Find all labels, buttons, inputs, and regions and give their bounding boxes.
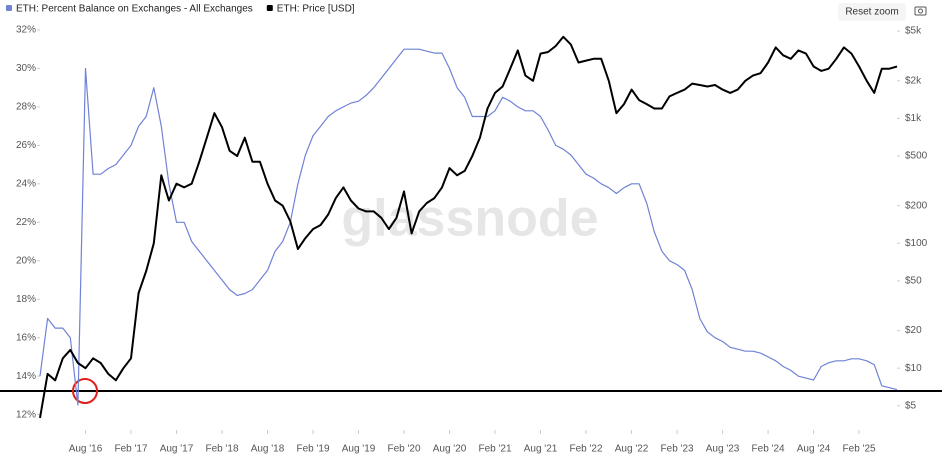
y-tick-label: 26%	[16, 140, 36, 151]
series-line	[39, 48, 898, 406]
y-tick-label: 16%	[16, 332, 36, 343]
y-tick-label: 24%	[16, 178, 36, 189]
y-tick-label: 22%	[16, 217, 36, 228]
y-tick-label: 12%	[16, 409, 36, 420]
x-tick-label: Aug '20	[433, 444, 467, 455]
y2-tick-label: $2k	[905, 75, 922, 86]
y-tick-label: 30%	[16, 63, 36, 74]
watermark: glassnode	[341, 190, 598, 248]
x-tick-label: Aug '16	[69, 444, 103, 455]
y-tick-label: 18%	[16, 294, 36, 305]
y2-tick-label: $1k	[905, 113, 922, 124]
y2-tick-label: $200	[905, 200, 928, 211]
x-tick-label: Feb '24	[752, 444, 785, 455]
x-tick-label: Feb '23	[661, 444, 694, 455]
y2-tick-label: $500	[905, 151, 928, 162]
reset-zoom[interactable]: Reset zoom	[838, 3, 906, 21]
x-tick-label: Aug '18	[251, 444, 285, 455]
legend-swatch	[6, 5, 12, 11]
y2-tick-label: $10	[905, 363, 922, 374]
x-tick-label: Aug '23	[706, 444, 740, 455]
x-tick-label: Feb '19	[297, 444, 330, 455]
series-line	[39, 35, 898, 419]
y-tick-label: 32%	[16, 25, 36, 36]
y2-tick-label: $5k	[905, 26, 922, 37]
x-tick-label: Feb '20	[388, 444, 421, 455]
x-tick-label: Aug '17	[160, 444, 194, 455]
legend-label: ETH: Price [USD]	[277, 4, 355, 15]
x-tick-label: Feb '25	[843, 444, 876, 455]
y-tick-label: 28%	[16, 102, 36, 113]
x-tick-label: Feb '21	[479, 444, 512, 455]
camera-lens[interactable]	[918, 8, 923, 14]
x-tick-label: Aug '19	[342, 444, 376, 455]
y-tick-label: 14%	[16, 371, 36, 382]
x-tick-label: Aug '22	[615, 444, 649, 455]
legend-swatch	[266, 5, 273, 11]
y2-tick-label: $20	[905, 325, 922, 336]
reset-zoom-label[interactable]: Reset zoom	[845, 7, 898, 18]
x-tick-label: Aug '21	[524, 444, 558, 455]
reset-zoom-button[interactable]	[838, 3, 906, 21]
camera-icon[interactable]	[914, 6, 927, 16]
x-tick-label: Aug '24	[797, 444, 831, 455]
y2-tick-label: $50	[905, 276, 922, 287]
legend-label: ETH: Percent Balance on Exchanges - All …	[16, 4, 253, 15]
annotation-circle	[72, 378, 98, 404]
y-tick-label: 20%	[16, 255, 36, 266]
y2-tick-label: $100	[905, 238, 928, 249]
x-tick-label: Feb '18	[205, 444, 238, 455]
camera-body[interactable]	[914, 6, 927, 16]
x-tick-label: Feb '17	[114, 444, 147, 455]
x-tick-label: Feb '22	[570, 444, 603, 455]
y2-tick-label: $5	[905, 400, 917, 411]
